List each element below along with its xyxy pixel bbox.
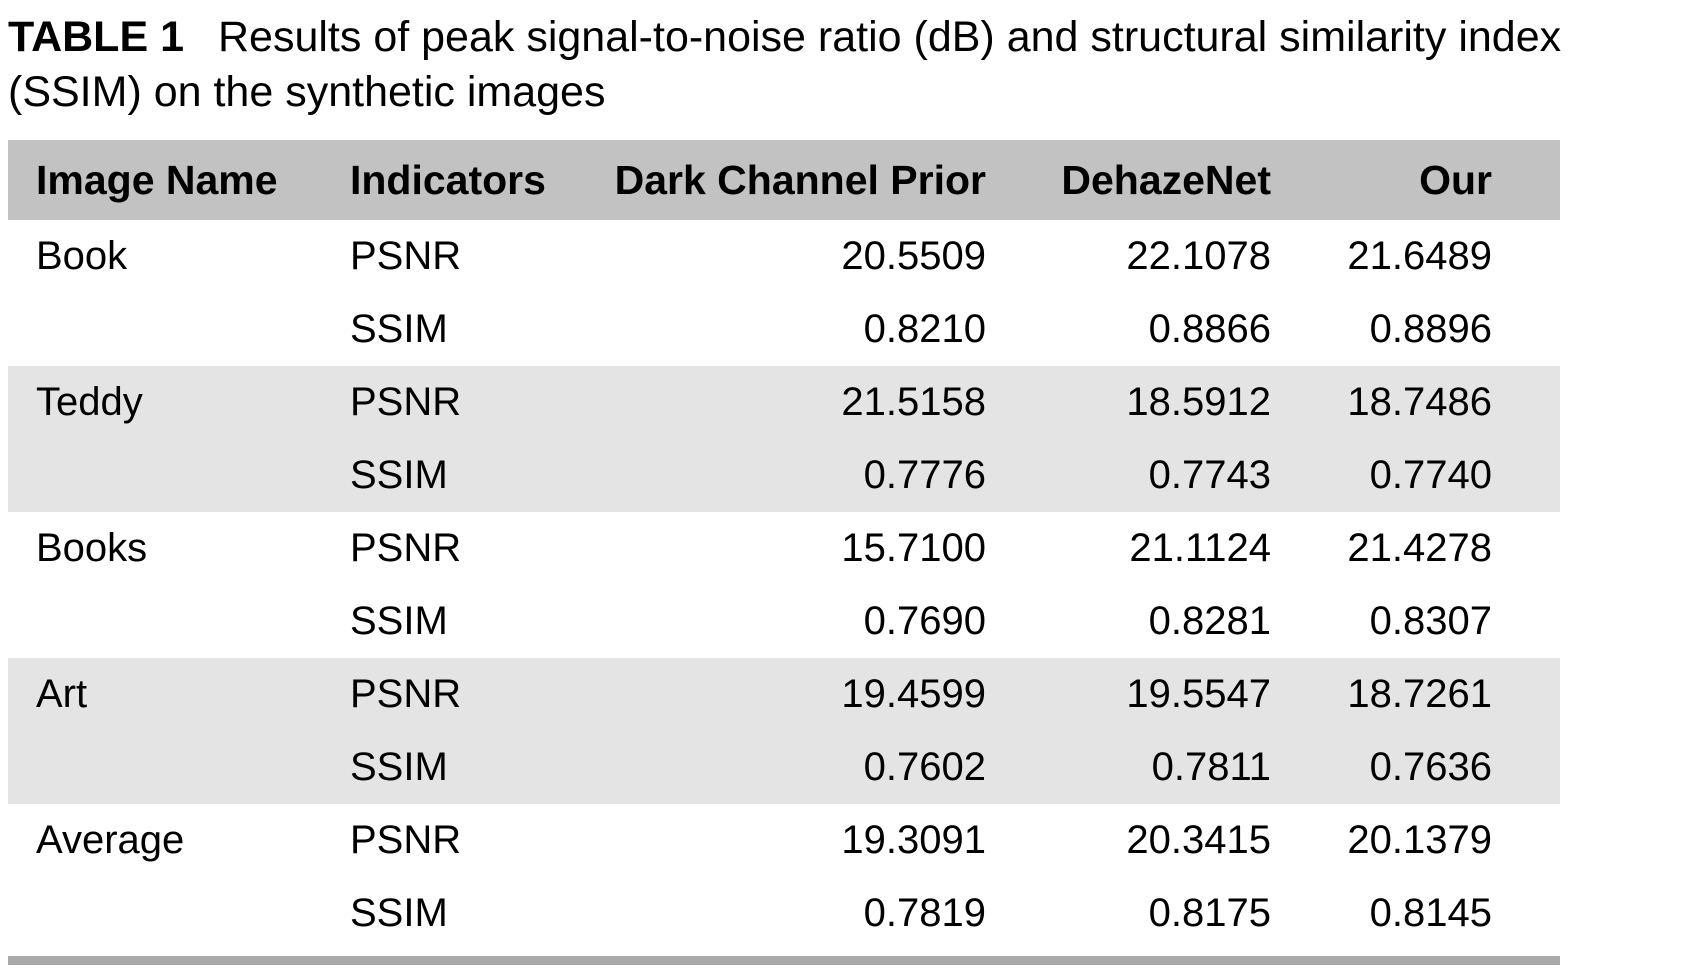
table-caption: TABLE 1 Results of peak signal-to-noise r… — [8, 10, 1608, 120]
table-row: Teddy PSNR 21.5158 18.5912 18.7486 — [8, 366, 1560, 439]
value-cell: 0.7740 — [1369, 453, 1492, 498]
value-cell: 0.7690 — [863, 599, 986, 644]
value-cell: 20.3415 — [1126, 818, 1271, 863]
value-cell: 20.1379 — [1347, 818, 1492, 863]
table-row: SSIM 0.8210 0.8866 0.8896 — [8, 293, 1560, 366]
value-cell: 0.7636 — [1369, 745, 1492, 790]
value-cell: 15.7100 — [841, 526, 986, 571]
image-name-cell: Book — [36, 234, 128, 279]
table-row: Average PSNR 19.3091 20.3415 20.1379 — [8, 804, 1560, 877]
col-header-image-name: Image Name — [36, 156, 278, 203]
group-books: Books PSNR 15.7100 21.1124 21.4278 SSIM … — [8, 512, 1560, 658]
image-name-cell: Books — [36, 526, 148, 571]
table-row: Art PSNR 19.4599 19.5547 18.7261 — [8, 658, 1560, 731]
table-row: Book PSNR 20.5509 22.1078 21.6489 — [8, 220, 1560, 293]
value-cell: 0.7811 — [1151, 745, 1271, 790]
value-cell: 0.8145 — [1369, 891, 1492, 936]
group-book: Book PSNR 20.5509 22.1078 21.6489 SSIM 0… — [8, 220, 1560, 366]
table-row: Books PSNR 15.7100 21.1124 21.4278 — [8, 512, 1560, 585]
image-name-cell — [8, 585, 318, 658]
value-cell: 0.7743 — [1148, 453, 1271, 498]
table-row: SSIM 0.7690 0.8281 0.8307 — [8, 585, 1560, 658]
value-cell: 21.1124 — [1129, 526, 1271, 571]
indicator-cell: SSIM — [350, 307, 448, 352]
value-cell: 18.7261 — [1347, 672, 1492, 717]
value-cell: 18.7486 — [1347, 380, 1492, 425]
table-row: SSIM 0.7776 0.7743 0.7740 — [8, 439, 1560, 512]
table-caption-label: TABLE 1 — [8, 13, 184, 61]
indicator-cell: SSIM — [350, 891, 448, 936]
value-cell: 0.8175 — [1148, 891, 1271, 936]
image-name-cell: Art — [36, 672, 88, 717]
value-cell: 0.7776 — [863, 453, 986, 498]
value-cell: 18.5912 — [1126, 380, 1271, 425]
image-name-cell — [8, 439, 318, 512]
value-cell: 19.4599 — [841, 672, 986, 717]
table-row: SSIM 0.7819 0.8175 0.8145 — [8, 877, 1560, 950]
indicator-cell: SSIM — [350, 745, 448, 790]
table-bottom-rule — [8, 956, 1560, 966]
image-name-cell: Average — [36, 818, 185, 863]
value-cell: 0.8210 — [863, 307, 986, 352]
indicator-cell: SSIM — [350, 599, 448, 644]
value-cell: 22.1078 — [1126, 234, 1271, 279]
col-header-indicators: Indicators — [350, 156, 546, 203]
group-teddy: Teddy PSNR 21.5158 18.5912 18.7486 SSIM … — [8, 366, 1560, 513]
table-caption-text: Results of peak signal-to-noise ratio (d… — [8, 13, 1562, 117]
indicator-cell: PSNR — [350, 234, 462, 279]
value-cell: 0.8866 — [1148, 307, 1271, 352]
value-cell: 0.7602 — [863, 745, 986, 790]
value-cell: 21.5158 — [841, 380, 986, 425]
header-row: Image Name Indicators Dark Channel Prior… — [8, 140, 1560, 221]
indicator-cell: PSNR — [350, 526, 462, 571]
value-cell: 0.8896 — [1369, 307, 1492, 352]
group-average: Average PSNR 19.3091 20.3415 20.1379 SSI… — [8, 804, 1560, 950]
value-cell: 19.3091 — [841, 818, 986, 863]
value-cell: 0.7819 — [863, 891, 986, 936]
image-name-cell — [8, 731, 318, 804]
group-art: Art PSNR 19.4599 19.5547 18.7261 SSIM 0.… — [8, 658, 1560, 805]
value-cell: 19.5547 — [1126, 672, 1271, 717]
table-row: SSIM 0.7602 0.7811 0.7636 — [8, 731, 1560, 804]
value-cell: 0.8307 — [1369, 599, 1492, 644]
value-cell: 21.6489 — [1347, 234, 1492, 279]
indicator-cell: SSIM — [350, 453, 448, 498]
col-header-dark-channel-prior: Dark Channel Prior — [614, 156, 986, 203]
indicator-cell: PSNR — [350, 672, 462, 717]
col-header-dehazenet: DehazeNet — [1061, 156, 1271, 203]
image-name-cell — [8, 293, 318, 366]
col-header-our: Our — [1419, 156, 1492, 203]
results-table: Image Name Indicators Dark Channel Prior… — [8, 140, 1560, 950]
value-cell: 0.8281 — [1148, 599, 1271, 644]
value-cell: 21.4278 — [1347, 526, 1492, 571]
value-cell: 20.5509 — [841, 234, 986, 279]
image-name-cell — [8, 877, 318, 950]
indicator-cell: PSNR — [350, 380, 462, 425]
image-name-cell: Teddy — [36, 380, 143, 425]
indicator-cell: PSNR — [350, 818, 462, 863]
